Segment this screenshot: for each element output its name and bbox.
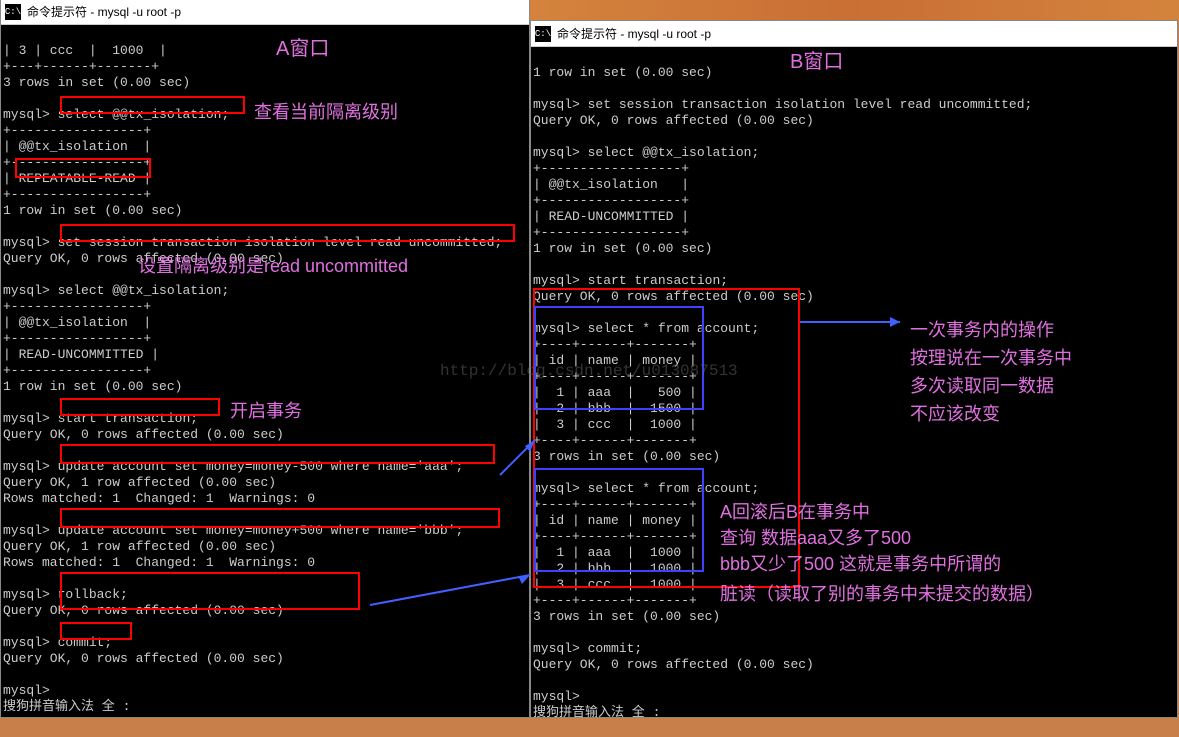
annotation-b1-l3: 多次读取同一数据	[910, 372, 1054, 398]
line: | @@tx_isolation |	[3, 139, 151, 154]
arrow-rollback-to-b	[370, 575, 540, 619]
prompt: mysql>	[533, 689, 580, 704]
line: Rows matched: 1 Changed: 1 Warnings: 0	[3, 555, 315, 570]
prompt: mysql>	[533, 273, 580, 288]
cmd: commit;	[588, 641, 643, 656]
line: +-----------------+	[3, 363, 151, 378]
line: +----+------+-------+	[533, 593, 697, 608]
prompt: mysql>	[3, 235, 50, 250]
annotation-b1-l1: 一次事务内的操作	[910, 316, 1054, 342]
line: +-----------------+	[3, 331, 151, 346]
prompt: mysql>	[533, 145, 580, 160]
annotation-b2-l2: 查询 数据aaa又多了500	[720, 524, 911, 550]
annotation-check-iso: 查看当前隔离级别	[254, 98, 398, 124]
line: 1 row in set (0.00 sec)	[3, 379, 182, 394]
redbox-update2	[60, 508, 500, 528]
titlebar-text-b: 命令提示符 - mysql -u root -p	[557, 25, 711, 42]
line: Query OK, 0 rows affected (0.00 sec)	[3, 651, 284, 666]
prompt: mysql>	[3, 283, 50, 298]
line: Query OK, 1 row affected (0.00 sec)	[3, 475, 276, 490]
line: | 3 | ccc | 1000 |	[3, 43, 167, 58]
titlebar-text-a: 命令提示符 - mysql -u root -p	[27, 3, 181, 20]
annotation-b1-l2: 按理说在一次事务中	[910, 344, 1072, 370]
cmd: start transaction;	[588, 273, 728, 288]
line: | READ-UNCOMMITTED |	[533, 209, 689, 224]
prompt: mysql>	[533, 641, 580, 656]
cmd: set session transaction isolation level …	[588, 97, 1033, 112]
redbox-start-trans-a	[60, 398, 220, 416]
line: +-----------------+	[3, 187, 151, 202]
prompt: mysql>	[3, 683, 50, 698]
line: | @@tx_isolation |	[533, 177, 689, 192]
annotation-a-window: A窗口	[276, 32, 329, 61]
prompt: mysql>	[3, 411, 50, 426]
prompt: mysql>	[533, 97, 580, 112]
line: +------------------+	[533, 225, 689, 240]
line: 3 rows in set (0.00 sec)	[3, 75, 190, 90]
redbox-update1	[60, 444, 495, 464]
cmd-icon: C:\	[5, 4, 21, 20]
redbox-select-iso-a	[60, 96, 245, 114]
line: +------------------+	[533, 193, 689, 208]
line: +---+------+-------+	[3, 59, 159, 74]
redbox-set-session-a	[60, 224, 515, 242]
background-strip	[530, 0, 1179, 20]
prompt: mysql>	[3, 635, 50, 650]
line: | @@tx_isolation |	[3, 315, 151, 330]
cmd: select @@tx_isolation;	[58, 283, 230, 298]
line: Query OK, 0 rows affected (0.00 sec)	[533, 113, 814, 128]
line: Query OK, 0 rows affected (0.00 sec)	[3, 427, 284, 442]
line: 3 rows in set (0.00 sec)	[533, 609, 720, 624]
prompt: mysql>	[3, 587, 50, 602]
prompt: mysql>	[3, 107, 50, 122]
arrow-b-to-note1	[800, 312, 910, 336]
line: 1 row in set (0.00 sec)	[533, 65, 712, 80]
ime-status: 搜狗拼音输入法 全 :	[3, 699, 130, 714]
line: Query OK, 0 rows affected (0.00 sec)	[533, 657, 814, 672]
cmd-icon: C:\	[535, 26, 551, 42]
bluebox-table2	[534, 468, 704, 572]
line: +-----------------+	[3, 299, 151, 314]
titlebar-a[interactable]: C:\ 命令提示符 - mysql -u root -p	[1, 0, 529, 25]
bluebox-table1	[534, 306, 704, 410]
annotation-b2-l4: 脏读（读取了别的事务中未提交的数据）	[720, 580, 1044, 606]
line: Rows matched: 1 Changed: 1 Warnings: 0	[3, 491, 315, 506]
line: Query OK, 1 row affected (0.00 sec)	[3, 539, 276, 554]
line: | READ-UNCOMMITTED |	[3, 347, 159, 362]
annotation-b1-l4: 不应该改变	[910, 400, 1000, 426]
arrow-a-to-b	[500, 440, 550, 504]
redbox-repeatable-read	[15, 158, 151, 178]
prompt: mysql>	[3, 523, 50, 538]
line: 1 row in set (0.00 sec)	[533, 241, 712, 256]
annotation-b2-l1: A回滚后B在事务中	[720, 498, 870, 524]
line: +-----------------+	[3, 123, 151, 138]
redbox-commit-a	[60, 622, 132, 640]
titlebar-b[interactable]: C:\ 命令提示符 - mysql -u root -p	[531, 21, 1177, 47]
redbox-rollback	[60, 572, 360, 610]
prompt: mysql>	[3, 459, 50, 474]
annotation-b2-l3: bbb又少了500 这就是事务中所谓的	[720, 550, 1001, 576]
cmd: select @@tx_isolation;	[588, 145, 760, 160]
annotation-start-trans: 开启事务	[230, 397, 302, 423]
line: 1 row in set (0.00 sec)	[3, 203, 182, 218]
line: +------------------+	[533, 161, 689, 176]
watermark: http://blog.csdn.net/u013087513	[440, 362, 738, 380]
annotation-set-iso: 设置隔离级别是read uncommitted	[138, 252, 408, 278]
ime-status: 搜狗拼音输入法 全 :	[533, 705, 660, 720]
annotation-b-window: B窗口	[790, 45, 843, 74]
